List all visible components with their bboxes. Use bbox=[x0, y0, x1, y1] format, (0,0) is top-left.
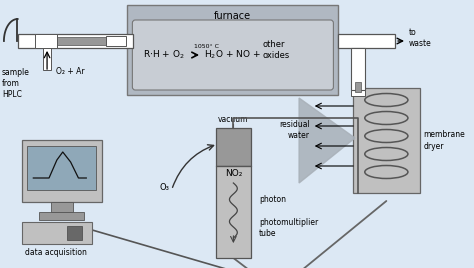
Bar bbox=[338, 34, 395, 48]
Bar bbox=[18, 34, 133, 48]
Text: R$\cdot$H + O$_2$: R$\cdot$H + O$_2$ bbox=[143, 49, 185, 61]
Bar bbox=[22, 140, 102, 202]
Text: membrane
dryer: membrane dryer bbox=[424, 130, 465, 151]
Text: data acquisition: data acquisition bbox=[26, 248, 87, 257]
Bar bbox=[27, 146, 96, 190]
Text: photon: photon bbox=[259, 195, 286, 204]
Bar bbox=[67, 226, 82, 240]
Text: H$_2$O + NO +: H$_2$O + NO + bbox=[204, 49, 261, 61]
Bar bbox=[216, 128, 251, 166]
Polygon shape bbox=[299, 98, 355, 183]
Text: O₃: O₃ bbox=[160, 184, 170, 192]
Bar bbox=[37, 37, 111, 45]
Text: vacuum: vacuum bbox=[218, 116, 249, 125]
Text: photomultiplier
tube: photomultiplier tube bbox=[259, 218, 318, 238]
FancyBboxPatch shape bbox=[132, 20, 333, 90]
Text: O₂ + Ar: O₂ + Ar bbox=[56, 68, 84, 76]
Bar bbox=[43, 48, 51, 70]
Bar bbox=[35, 34, 57, 48]
Bar bbox=[216, 166, 251, 258]
Bar bbox=[351, 48, 365, 90]
Text: 1050° C: 1050° C bbox=[194, 44, 219, 50]
Bar bbox=[351, 90, 365, 96]
Bar bbox=[353, 88, 419, 193]
Bar bbox=[22, 222, 92, 244]
Text: other
oxides: other oxides bbox=[263, 40, 290, 60]
Text: residual
water: residual water bbox=[279, 120, 310, 140]
Bar bbox=[106, 36, 126, 46]
Text: furnace: furnace bbox=[214, 11, 251, 21]
Bar bbox=[51, 202, 73, 212]
Text: to
waste: to waste bbox=[409, 28, 432, 48]
Bar bbox=[355, 82, 361, 92]
Bar bbox=[39, 212, 84, 220]
Text: sample
from
HPLC: sample from HPLC bbox=[2, 68, 30, 99]
Bar bbox=[128, 5, 338, 95]
Text: NO₂: NO₂ bbox=[225, 169, 242, 178]
